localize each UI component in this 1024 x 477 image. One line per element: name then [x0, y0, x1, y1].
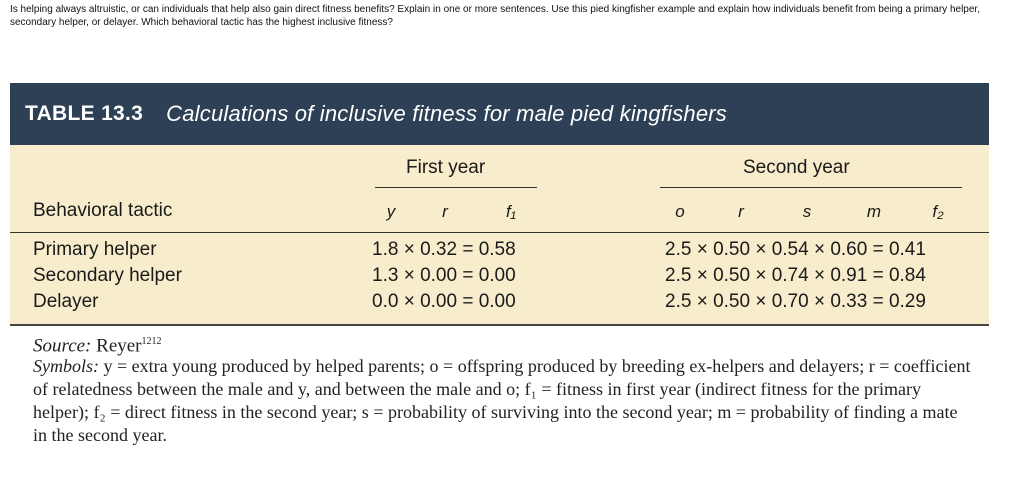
table-number: TABLE 13.3	[25, 102, 144, 125]
row-first-year-calc: 0.0 × 0.00 = 0.00	[372, 291, 516, 312]
symbols-text: y = extra young produced by helped paren…	[33, 356, 971, 445]
row-tactic: Primary helper	[33, 239, 157, 260]
var-f1: f₁	[505, 202, 517, 221]
table-body: First year Second year Behavioral tactic…	[10, 145, 989, 326]
second-year-heading: Second year	[743, 157, 850, 178]
source-name: Reyer	[96, 335, 142, 357]
table-title: Calculations of inclusive fitness for ma…	[166, 101, 727, 126]
table-header: TABLE 13.3 Calculations of inclusive fit…	[10, 83, 989, 145]
question-text: Is helping always altruistic, or can ind…	[10, 4, 980, 28]
table-symbols: Symbols: y = extra young produced by hel…	[33, 355, 973, 447]
first-year-heading: First year	[406, 157, 486, 178]
source-reference: 1212	[141, 336, 162, 347]
row-tactic: Delayer	[33, 291, 99, 312]
source-label: Source:	[33, 335, 92, 357]
tactic-column-header: Behavioral tactic	[33, 200, 173, 221]
var-r-second: r	[738, 202, 744, 221]
row-second-year-calc: 2.5 × 0.50 × 0.70 × 0.33 = 0.29	[665, 291, 926, 312]
second-year-rule	[660, 187, 962, 188]
header-separator	[10, 232, 989, 233]
var-o: o	[675, 202, 685, 221]
var-y: y	[386, 202, 396, 221]
first-year-rule	[375, 187, 537, 188]
symbols-label: Symbols:	[33, 356, 99, 376]
var-m: m	[866, 202, 882, 221]
row-first-year-calc: 1.3 × 0.00 = 0.00	[372, 265, 516, 286]
var-f2: f₂	[932, 202, 944, 221]
row-first-year-calc: 1.8 × 0.32 = 0.58	[372, 239, 516, 260]
row-second-year-calc: 2.5 × 0.50 × 0.74 × 0.91 = 0.84	[665, 265, 926, 286]
row-tactic: Secondary helper	[33, 265, 182, 286]
var-s: s	[802, 202, 812, 221]
row-second-year-calc: 2.5 × 0.50 × 0.54 × 0.60 = 0.41	[665, 239, 926, 260]
var-r-first: r	[442, 202, 448, 221]
table-source: Source: Reyer1212	[33, 330, 162, 357]
